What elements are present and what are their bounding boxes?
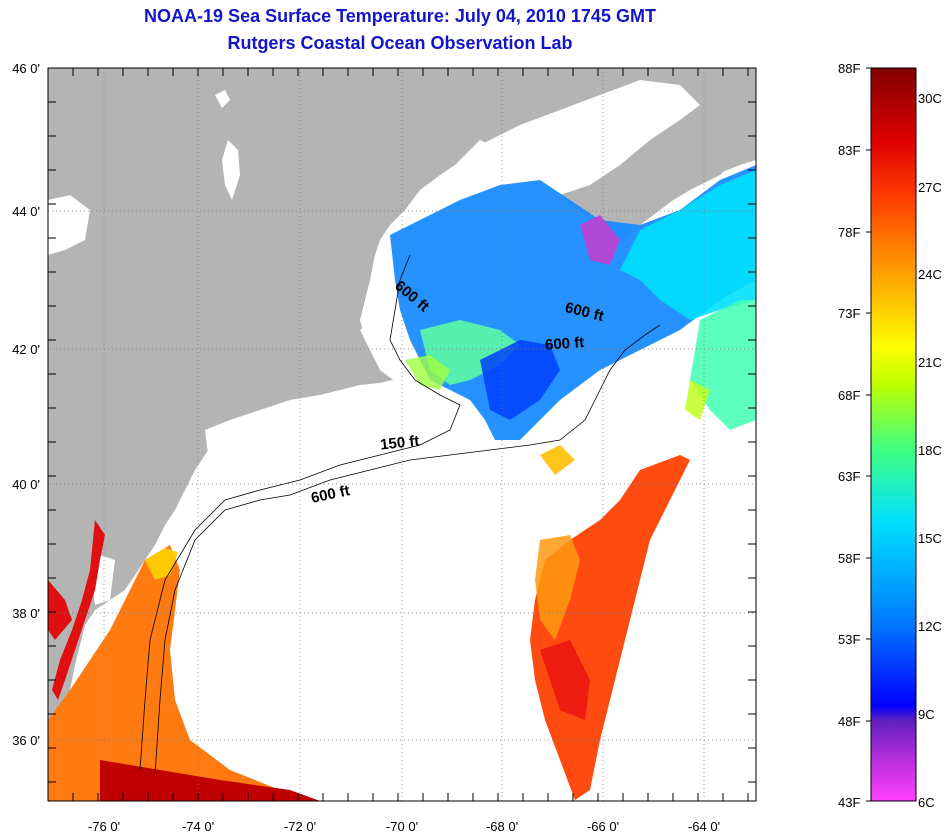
- colorbar-c-label: 27C: [918, 180, 942, 195]
- colorbar-f-label: 73F: [838, 306, 861, 321]
- lon-label: -64 0': [688, 819, 720, 834]
- colorbar-f-label: 68F: [838, 388, 861, 403]
- land-mass: [48, 68, 756, 780]
- map-title: NOAA-19 Sea Surface Temperature: July 04…: [144, 6, 656, 26]
- colorbar-f-label: 58F: [838, 551, 861, 566]
- lon-label: -74 0': [182, 819, 214, 834]
- nova-scotia: [610, 68, 756, 245]
- colorbar-f-label: 48F: [838, 714, 861, 729]
- colorbar-f-label: 53F: [838, 632, 861, 647]
- lon-label: -66 0': [587, 819, 619, 834]
- colorbar-c-label: 12C: [918, 619, 942, 634]
- contour-label: 150 ft: [379, 433, 420, 454]
- lon-label: -72 0': [284, 819, 316, 834]
- contour-label: 600 ft: [545, 334, 585, 354]
- colorbar-c-label: 15C: [918, 531, 942, 546]
- colorbar-c-label: 30C: [918, 91, 942, 106]
- colorbar-f-label: 78F: [838, 225, 861, 240]
- longitude-labels: -76 0' -74 0' -72 0' -70 0' -68 0' -66 0…: [88, 819, 720, 834]
- colorbar-f-label: 83F: [838, 143, 861, 158]
- lat-label: 42 0': [12, 342, 40, 357]
- latitude-labels: 46 0' 44 0' 42 0' 40 0' 38 0' 36 0': [12, 61, 40, 748]
- lat-label: 40 0': [12, 477, 40, 492]
- lat-label: 46 0': [12, 61, 40, 76]
- colorbar-c-label: 6C: [918, 795, 935, 810]
- colorbar-c-label: 9C: [918, 707, 935, 722]
- lon-label: -76 0': [88, 819, 120, 834]
- colorbar-c-label: 21C: [918, 355, 942, 370]
- lat-label: 44 0': [12, 204, 40, 219]
- colorbar-f-label: 43F: [838, 795, 861, 810]
- colorbar-c-label: 18C: [918, 443, 942, 458]
- colorbar-f-label: 88F: [838, 61, 861, 76]
- sst-mid-atlantic: [48, 545, 320, 801]
- colorbar-c-label: 24C: [918, 267, 942, 282]
- map-border: [47, 67, 757, 802]
- colorbar-f-label: 63F: [838, 469, 861, 484]
- lat-label: 38 0': [12, 606, 40, 621]
- map-subtitle: Rutgers Coastal Ocean Observation Lab: [227, 33, 573, 53]
- lat-label: 36 0': [12, 733, 40, 748]
- lon-label: -70 0': [386, 819, 418, 834]
- lon-label: -68 0': [486, 819, 518, 834]
- colorbar: [870, 67, 917, 802]
